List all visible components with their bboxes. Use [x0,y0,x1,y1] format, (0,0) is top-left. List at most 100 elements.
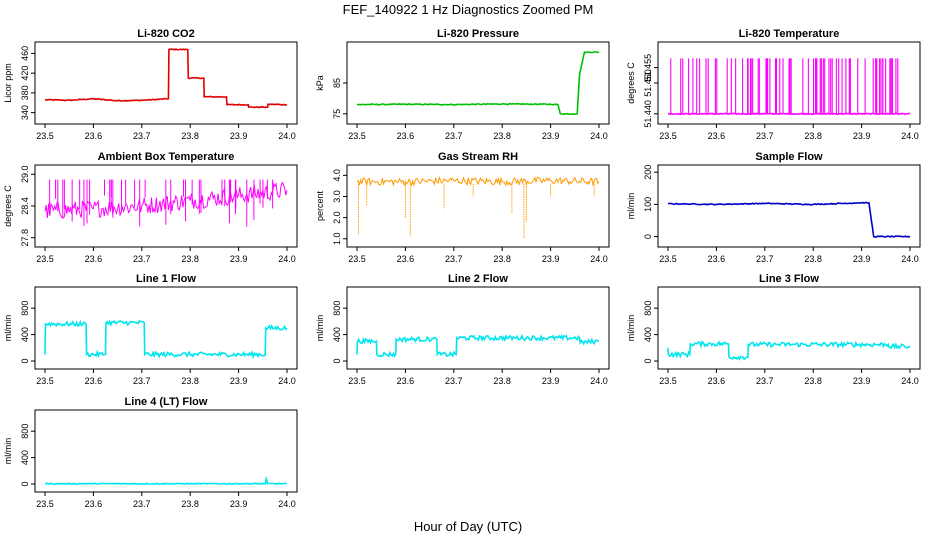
x-tick-label: 23.8 [804,376,822,386]
x-tick-label: 23.8 [493,131,511,141]
chart-panel-6: Sample Flow ml/min 23.5 23.6 23.7 23.8 23.9 24.… [626,151,921,264]
y-tick-label: 1.0 [332,233,342,246]
x-tick-label: 23.7 [445,131,463,141]
y-tick-label: 0 [643,359,653,364]
x-tick-label: 23.6 [708,376,726,386]
y-axis-label: Licor ppm [3,63,13,103]
x-tick-label: 23.8 [181,131,199,141]
x-axis-label: Hour of Day (UTC) [414,519,522,534]
y-tick-label: 340 [20,105,30,120]
x-tick-label: 23.5 [348,131,366,141]
series-line [667,201,911,238]
x-tick-label: 23.9 [230,254,248,264]
x-tick-label: 23.8 [181,376,199,386]
y-tick-label: 800 [643,301,653,316]
series-line [44,48,288,109]
x-tick-label: 24.0 [590,376,608,386]
series-group [356,175,600,239]
series-group [44,48,288,109]
x-tick-label: 23.6 [708,254,726,264]
x-tick-label: 23.5 [36,131,54,141]
x-tick-label: 23.7 [756,376,774,386]
panel-title: Gas Stream RH [438,151,518,163]
x-tick-label: 23.8 [493,376,511,386]
y-tick-label: 0 [20,482,30,487]
x-tick-label: 24.0 [278,131,296,141]
figure-title: FEF_140922 1 Hz Diagnostics Zoomed PM [343,2,594,17]
panel-title: Line 4 (LT) Flow [125,396,208,408]
y-tick-label: 4.0 [332,169,342,182]
plot-frame [34,409,298,493]
x-tick-label: 23.5 [36,376,54,386]
y-tick-label: 2.0 [332,211,342,224]
x-tick-label: 23.5 [659,254,677,264]
y-axis-label: ml/min [3,438,13,465]
y-tick-label: 400 [20,450,30,465]
x-tick-label: 23.5 [659,131,677,141]
chart-panel-8: Line 2 Flow ml/min 23.5 23.6 23.7 23.8 23.9 24.… [315,273,610,386]
y-axis-label: degrees C [626,62,636,104]
panel-title: Line 2 Flow [448,273,508,285]
x-tick-label: 23.7 [756,254,774,264]
series-line [356,333,600,358]
y-tick-label: 0 [643,234,653,239]
x-tick-label: 23.5 [659,376,677,386]
series-line [44,319,288,360]
y-axis-label: degrees C [3,185,13,227]
y-tick-label: 100 [643,197,653,212]
plot-frame [346,164,610,248]
plot-frame [34,164,298,248]
panel-title: Li-820 Temperature [739,28,840,40]
x-tick-label: 23.8 [804,131,822,141]
y-tick-label: 400 [20,327,30,342]
chart-panel-2: Li-820 Pressure kPa 23.5 23.6 23.7 23.8 23.9 24… [315,28,610,141]
x-tick-label: 23.6 [85,499,103,509]
x-tick-label: 23.6 [85,376,103,386]
y-axis-label: ml/min [315,315,325,342]
y-tick-label: 0 [332,359,342,364]
x-tick-label: 23.6 [397,131,415,141]
y-tick-label: 85 [332,78,342,88]
plot-frame [346,41,610,125]
y-tick-label: 28.4 [20,197,30,215]
plot-frame [346,286,610,370]
series-group [44,319,288,360]
x-tick-label: 23.8 [181,499,199,509]
x-tick-label: 23.8 [804,254,822,264]
x-tick-label: 24.0 [901,254,919,264]
x-tick-label: 24.0 [901,376,919,386]
y-tick-label: 0 [20,359,30,364]
chart-panel-7: Line 1 Flow ml/min 23.5 23.6 23.7 23.8 23.9 24.… [3,273,298,386]
x-tick-label: 23.9 [853,131,871,141]
series-line [357,51,600,116]
panel-title: Ambient Box Temperature [98,151,235,163]
y-tick-label: 29.0 [20,166,30,184]
x-tick-label: 24.0 [278,254,296,264]
x-tick-label: 24.0 [278,499,296,509]
x-tick-label: 23.9 [853,254,871,264]
panel-title: Line 3 Flow [759,273,819,285]
x-tick-label: 23.6 [85,131,103,141]
panel-title: Li-820 Pressure [437,28,519,40]
chart-panel-9: Line 3 Flow ml/min 23.5 23.6 23.7 23.8 23.9 24.… [626,273,921,386]
chart-panel-1: Li-820 CO2 Licor ppm 23.5 23.6 23.7 23.8 23.9 2… [3,28,298,141]
series-line [668,112,911,116]
x-tick-label: 23.9 [542,254,560,264]
chart-panel-10: Line 4 (LT) Flow ml/min 23.5 23.6 23.7 23.8 23… [3,396,298,509]
plot-frame [657,41,921,125]
y-axis-label: percent [315,190,325,221]
series-group [44,179,288,227]
y-tick-label: 800 [20,424,30,439]
y-tick-label: 75 [332,109,342,119]
series-line [667,340,911,361]
x-tick-label: 23.9 [230,131,248,141]
y-tick-label: 51.455 [643,54,653,82]
y-tick-label: 51.440 [643,100,653,128]
panel-grid: Li-820 CO2 Licor ppm 23.5 23.6 23.7 23.8 23.9 2… [3,28,921,509]
y-tick-label: 800 [20,301,30,316]
x-tick-label: 23.7 [133,131,151,141]
series-group [357,51,600,116]
chart-panel-5: Gas Stream RH percent 23.5 23.6 23.7 23.8 23.9… [315,151,610,264]
panel-title: Sample Flow [755,151,823,163]
